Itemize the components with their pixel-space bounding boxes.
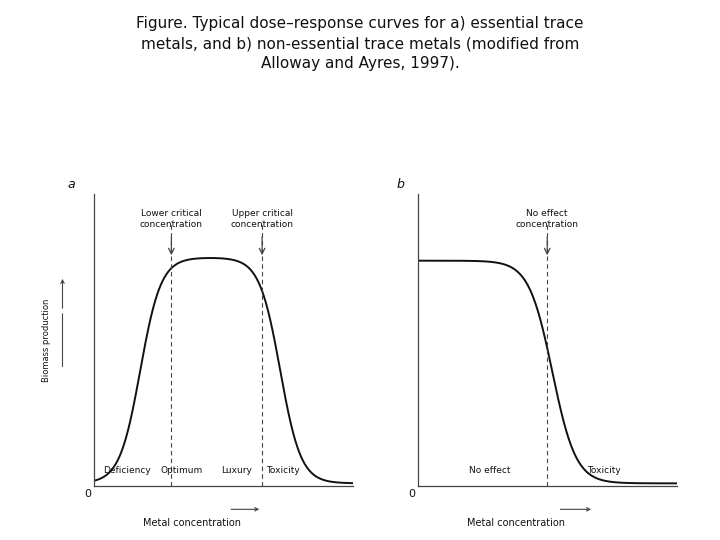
Text: Toxicity: Toxicity — [588, 467, 621, 475]
Text: Figure. Typical dose–response curves for a) essential trace
metals, and b) non-e: Figure. Typical dose–response curves for… — [136, 16, 584, 71]
Text: 0: 0 — [408, 489, 415, 499]
Text: a: a — [68, 179, 76, 192]
Text: Lower critical
concentration: Lower critical concentration — [140, 210, 203, 229]
Text: Upper critical
concentration: Upper critical concentration — [230, 210, 294, 229]
Text: b: b — [397, 179, 405, 192]
Text: Toxicity: Toxicity — [266, 467, 300, 475]
Text: Deficiency: Deficiency — [104, 467, 151, 475]
Text: No effect
concentration: No effect concentration — [516, 210, 579, 229]
Text: 0: 0 — [84, 489, 91, 499]
Text: Optimum: Optimum — [161, 467, 203, 475]
Text: Metal concentration: Metal concentration — [143, 518, 241, 528]
Text: Metal concentration: Metal concentration — [467, 518, 565, 528]
Text: No effect: No effect — [469, 467, 511, 475]
Text: Biomass production: Biomass production — [42, 299, 51, 382]
Text: Luxury: Luxury — [221, 467, 251, 475]
